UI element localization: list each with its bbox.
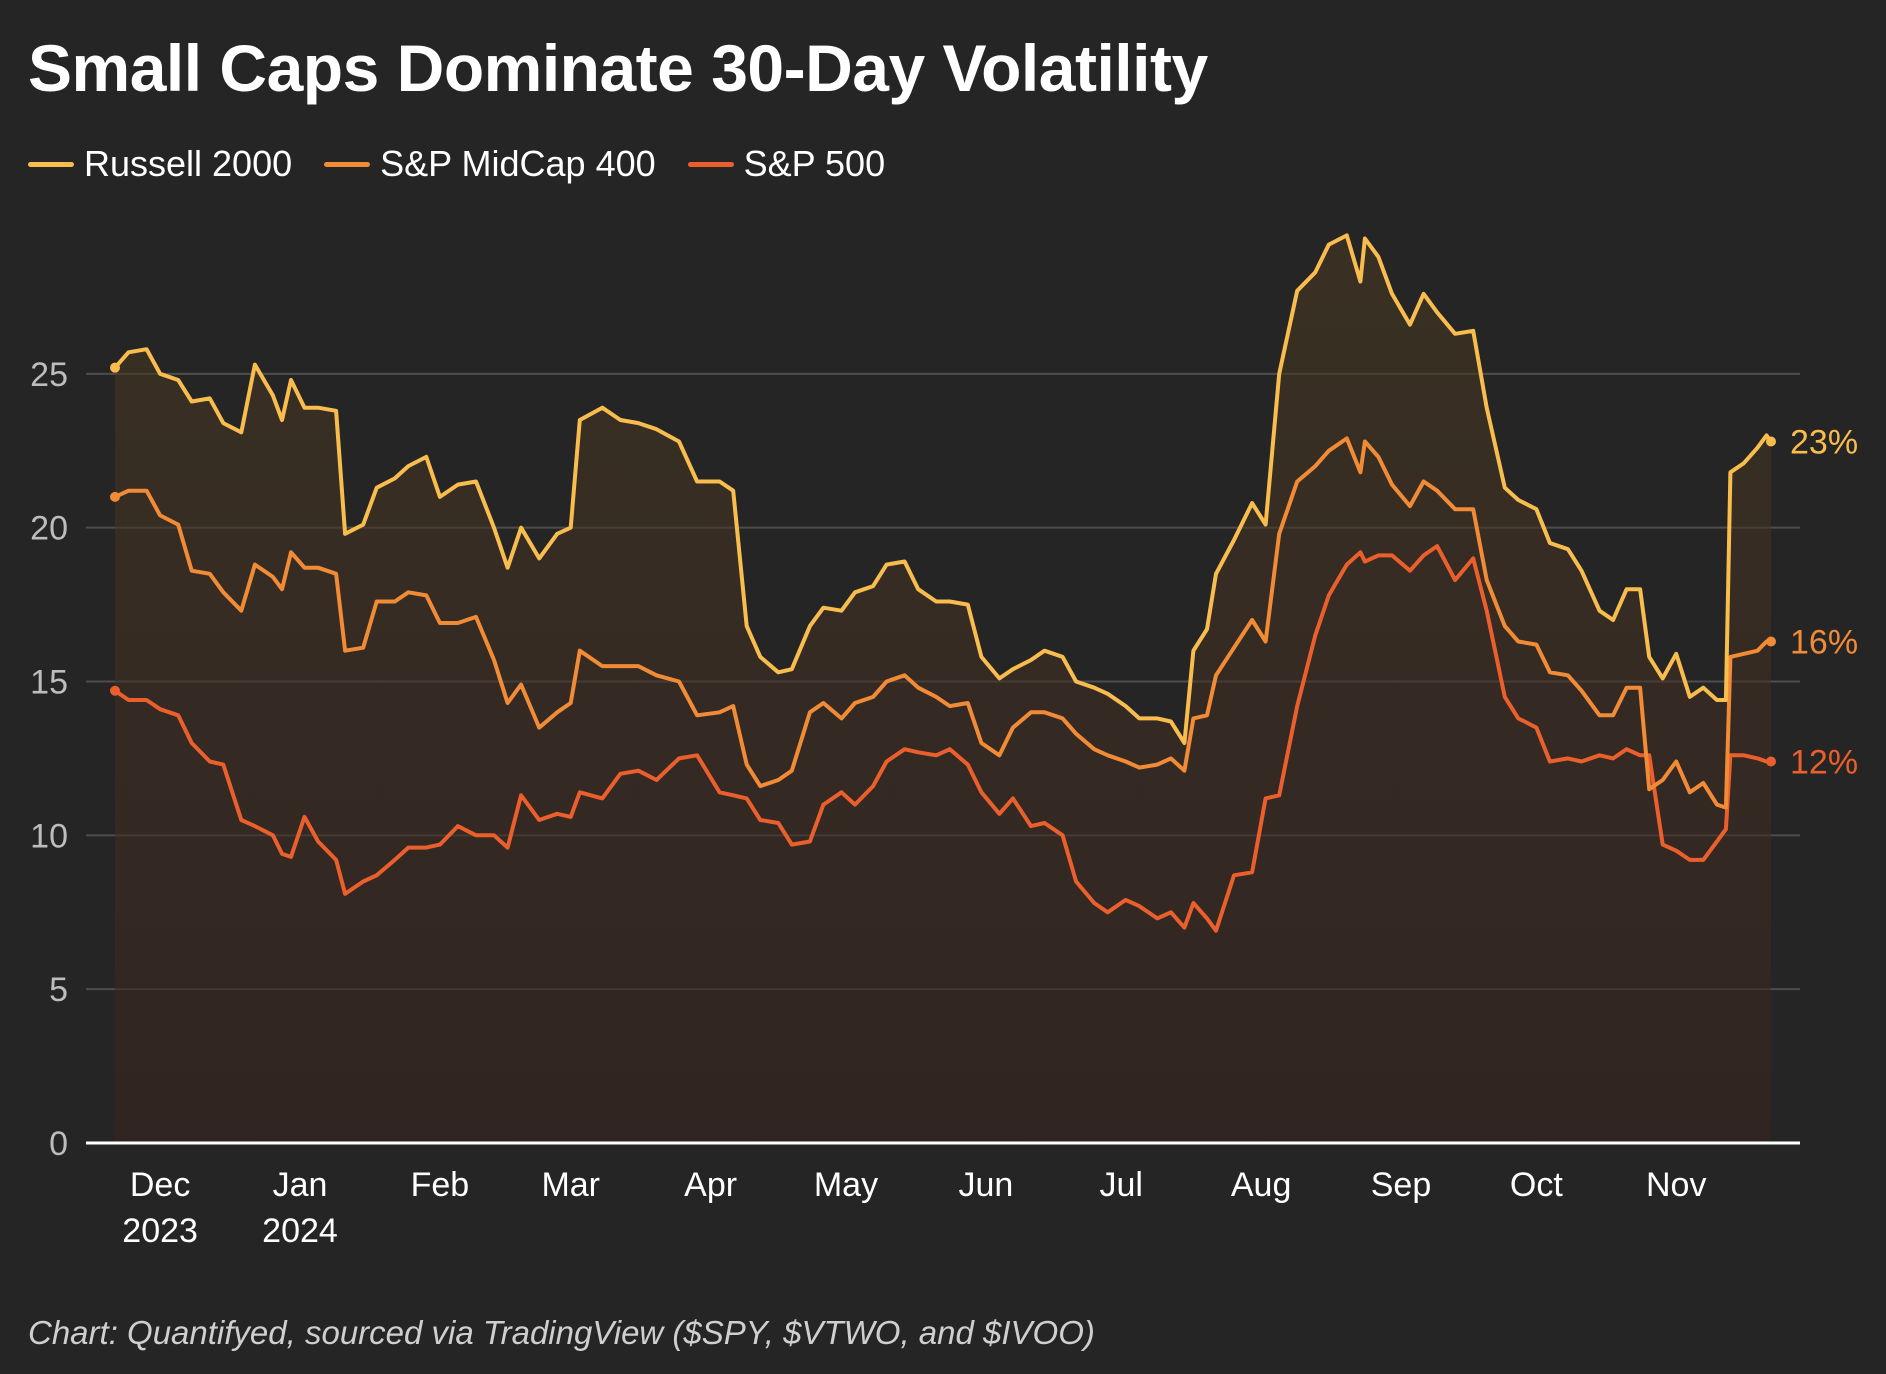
y-tick-label-25: 25 xyxy=(30,356,68,394)
y-tick-label-0: 0 xyxy=(49,1125,68,1163)
source-note: Chart: Quantifyed, sourced via TradingVi… xyxy=(28,1314,1095,1351)
x-tick-label-jan: Jan xyxy=(273,1166,328,1204)
legend-swatch-sp-500 xyxy=(687,161,734,167)
x-tick-label-apr: Apr xyxy=(684,1166,737,1204)
x-tick-label-nov: Nov xyxy=(1646,1166,1706,1204)
x-tick-label-mar: Mar xyxy=(541,1166,600,1204)
x-tick-label-feb: Feb xyxy=(411,1166,470,1204)
legend-label-russell-2000: Russell 2000 xyxy=(84,143,293,184)
legend-item-russell-2000: Russell 2000 xyxy=(28,143,292,185)
legend-swatch-russell-2000 xyxy=(28,161,74,167)
x-tick-label-dec: Dec xyxy=(130,1166,190,1204)
series-line-s-p-midcap-400 xyxy=(113,436,1773,810)
y-tick-label-15: 15 xyxy=(30,664,68,702)
x-tick-label-aug: Aug xyxy=(1231,1166,1292,1204)
series-line-s-p-500 xyxy=(113,544,1773,933)
legend-label-sp-midcap-400: S&P MidCap 400 xyxy=(380,143,656,184)
area-fill xyxy=(115,235,1771,1143)
y-tick-label-5: 5 xyxy=(49,971,68,1009)
x-tick-year-2023: 2023 xyxy=(122,1212,198,1250)
legend-item-sp-500: S&P 500 xyxy=(687,143,886,185)
series-end-point-russell-2000 xyxy=(1766,436,1776,447)
series-end-point-s-p-midcap-400 xyxy=(1766,636,1776,647)
x-tick-label-jul: Jul xyxy=(1100,1166,1143,1204)
x-tick-year-2024: 2024 xyxy=(262,1212,338,1250)
y-tick-label-20: 20 xyxy=(30,510,68,548)
x-tick-label-may: May xyxy=(814,1166,878,1204)
legend: Russell 2000 S&P MidCap 400 S&P 500 xyxy=(28,143,917,185)
legend-label-sp-500: S&P 500 xyxy=(743,143,886,184)
end-label-s-p-500: 12% xyxy=(1790,743,1858,781)
chart-title: Small Caps Dominate 30-Day Volatility xyxy=(28,31,1208,105)
x-tick-label-jun: Jun xyxy=(958,1166,1013,1204)
series-start-point-s-p-midcap-400 xyxy=(110,491,120,502)
series-end-point-s-p-500 xyxy=(1766,756,1776,767)
end-label-s-p-midcap-400: 16% xyxy=(1790,624,1858,662)
y-tick-label-10: 10 xyxy=(30,817,68,855)
series-start-point-s-p-500 xyxy=(110,685,120,696)
legend-item-sp-midcap-400: S&P MidCap 400 xyxy=(324,143,656,185)
series-line-russell-2000 xyxy=(113,233,1773,745)
x-tick-label-oct: Oct xyxy=(1510,1166,1563,1204)
series-start-point-russell-2000 xyxy=(110,362,120,373)
legend-swatch-sp-midcap-400 xyxy=(324,161,371,167)
x-tick-label-sep: Sep xyxy=(1371,1166,1432,1204)
end-label-russell-2000: 23% xyxy=(1790,424,1858,462)
